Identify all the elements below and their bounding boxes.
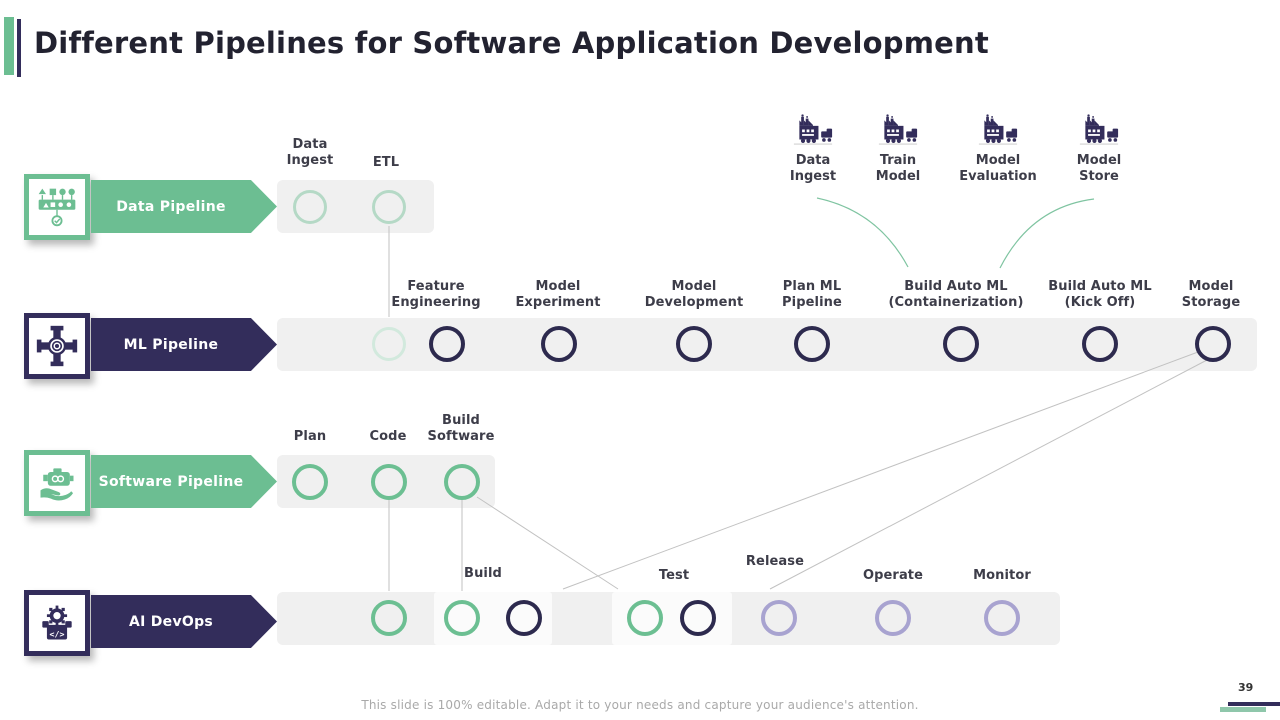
node-devops-start [371, 600, 407, 636]
software-pipeline-banner: Software Pipeline [91, 455, 277, 508]
banner-label: Software Pipeline [98, 473, 244, 490]
data-pipeline-banner: Data Pipeline [91, 180, 277, 233]
step-label-model-storage: Model Storage [1181, 279, 1241, 310]
factory-icon [978, 114, 1018, 145]
footer-note: This slide is 100% editable. Adapt it to… [361, 698, 919, 712]
step-label-build-software: Build Software [427, 413, 495, 444]
connector-model-store-curve [999, 198, 1095, 269]
node-build-green [444, 600, 480, 636]
svg-text:</>: </> [50, 629, 65, 639]
step-label-monitor: Monitor [973, 568, 1031, 583]
ml-pipeline-banner: ML Pipeline [91, 318, 277, 371]
node-data-ingest [293, 190, 327, 224]
ml-pipeline-icon [24, 313, 90, 379]
page-number: 39 [1238, 681, 1254, 694]
banner-label: ML Pipeline [123, 336, 219, 353]
hand-engine-icon [40, 468, 74, 501]
step-label-etl: ETL [372, 155, 400, 170]
stage-label: Model Evaluation [959, 153, 1037, 184]
node-model-development [676, 326, 712, 362]
node-operate [875, 600, 911, 636]
pipe-cross-icon [36, 325, 78, 367]
page-title: Different Pipelines for Software Applica… [34, 26, 989, 60]
connector-model-storage-to-release [769, 359, 1208, 590]
flowchart-icon [38, 188, 76, 227]
step-label-code: Code [369, 429, 407, 444]
mlops-stage-data-ingest: Data Ingest [753, 114, 873, 185]
step-label-build: Build [464, 566, 502, 581]
node-model-experiment [541, 326, 577, 362]
step-label-feature-engineering: Feature Engineering [391, 279, 481, 310]
step-label-model-experiment: Model Experiment [515, 279, 601, 310]
step-label-model-development: Model Development [644, 279, 744, 310]
node-etl-ghost [372, 327, 406, 361]
banner-label: Data Pipeline [116, 198, 226, 215]
node-model-storage [1195, 326, 1231, 362]
node-plan [292, 464, 328, 500]
step-label-release: Release [745, 554, 805, 569]
node-build-navy [506, 600, 542, 636]
node-code [371, 464, 407, 500]
connector-data-ingest-curve [816, 197, 909, 268]
step-label-data-ingest: Data Ingest [286, 137, 334, 168]
node-build-software [444, 464, 480, 500]
node-release [761, 600, 797, 636]
node-build-auto-ml-containerization [943, 326, 979, 362]
step-label-build-auto-ml-kick-off: Build Auto ML (Kick Off) [1048, 279, 1152, 310]
stage-label: Train Model [875, 153, 921, 184]
factory-icon [1079, 114, 1119, 145]
software-pipeline-icon [24, 450, 90, 516]
ai-devops-icon: </> [24, 590, 90, 656]
title-accent-navy-bar [17, 19, 21, 77]
connector-model-storage-to-test [562, 351, 1199, 590]
step-label-plan: Plan [293, 429, 327, 444]
page-accent-navy-bar [1228, 702, 1280, 706]
node-build-auto-ml-kick-off [1082, 326, 1118, 362]
node-plan-ml-pipeline [794, 326, 830, 362]
node-feature-engineering [429, 326, 465, 362]
ai-devops-banner: AI DevOps [91, 595, 277, 648]
step-label-operate: Operate [862, 568, 924, 583]
node-etl [372, 190, 406, 224]
banner-label: AI DevOps [128, 613, 214, 630]
node-monitor [984, 600, 1020, 636]
mlops-stage-train-model: Train Model [838, 114, 958, 185]
data-pipeline-icon [24, 174, 90, 240]
mlops-stage-model-evaluation: Model Evaluation [938, 114, 1058, 185]
stage-label: Data Ingest [789, 153, 837, 184]
stage-label: Model Store [1076, 153, 1122, 184]
gear-code-icon: </> [42, 605, 72, 640]
title-accent-green-bar [4, 17, 14, 75]
step-label-build-auto-ml-containerization: Build Auto ML (Containerization) [888, 279, 1024, 310]
node-test-green [627, 600, 663, 636]
mlops-stage-model-store: Model Store [1039, 114, 1159, 185]
step-label-plan-ml-pipeline: Plan ML Pipeline [782, 279, 842, 310]
node-test-navy [680, 600, 716, 636]
page-accent-green-bar [1220, 707, 1266, 712]
factory-icon [878, 114, 918, 145]
step-label-test: Test [658, 568, 690, 583]
factory-icon [793, 114, 833, 145]
